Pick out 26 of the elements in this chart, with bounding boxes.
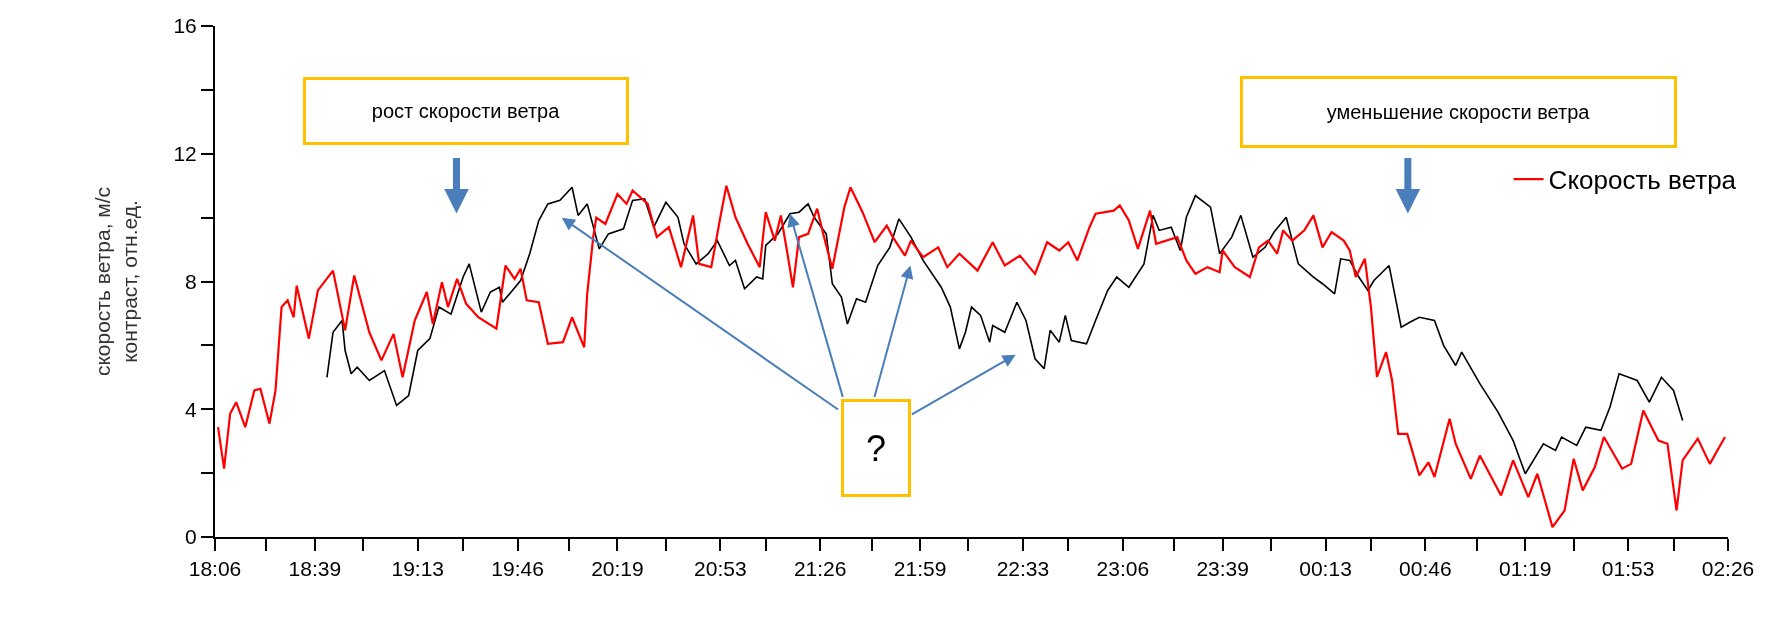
x-tick-label: 02:26 <box>1701 557 1755 581</box>
y-tick-label: 4 <box>185 397 198 421</box>
x-tick-label: 19:46 <box>491 557 544 581</box>
x-tick-label: 18:06 <box>188 557 242 581</box>
annotation: рост скорости ветра <box>371 100 561 122</box>
y-tick-label: 0 <box>185 525 197 549</box>
legend-label: Скорость ветра <box>1548 165 1737 196</box>
x-tick-label: 21:26 <box>793 557 847 581</box>
annotation: ? <box>865 427 887 469</box>
y-tick-label: 8 <box>185 269 197 293</box>
x-tick-label: 23:39 <box>1196 557 1249 581</box>
x-tick-label: 19:13 <box>391 557 445 581</box>
x-tick-label: 21:59 <box>893 557 947 581</box>
x-tick-label: 01:19 <box>1498 557 1552 581</box>
annotation: уменьшение скорости ветра <box>1326 101 1591 123</box>
y-tick-label: 12 <box>173 142 197 166</box>
x-tick-label: 23:06 <box>1096 557 1150 581</box>
x-tick-label: 01:53 <box>1601 557 1655 581</box>
x-tick-label: 20:19 <box>591 557 644 581</box>
x-tick-label: 18:39 <box>288 557 342 581</box>
x-tick-label: 20:53 <box>694 557 747 581</box>
x-tick-label: 00:46 <box>1399 557 1452 581</box>
x-tick-label: 22:33 <box>996 557 1050 581</box>
y-axis-title: скорость ветра, м/с контраст, отн.ед. <box>90 186 142 377</box>
x-tick-label: 00:13 <box>1299 557 1352 581</box>
y-tick-label: 16 <box>173 14 197 38</box>
